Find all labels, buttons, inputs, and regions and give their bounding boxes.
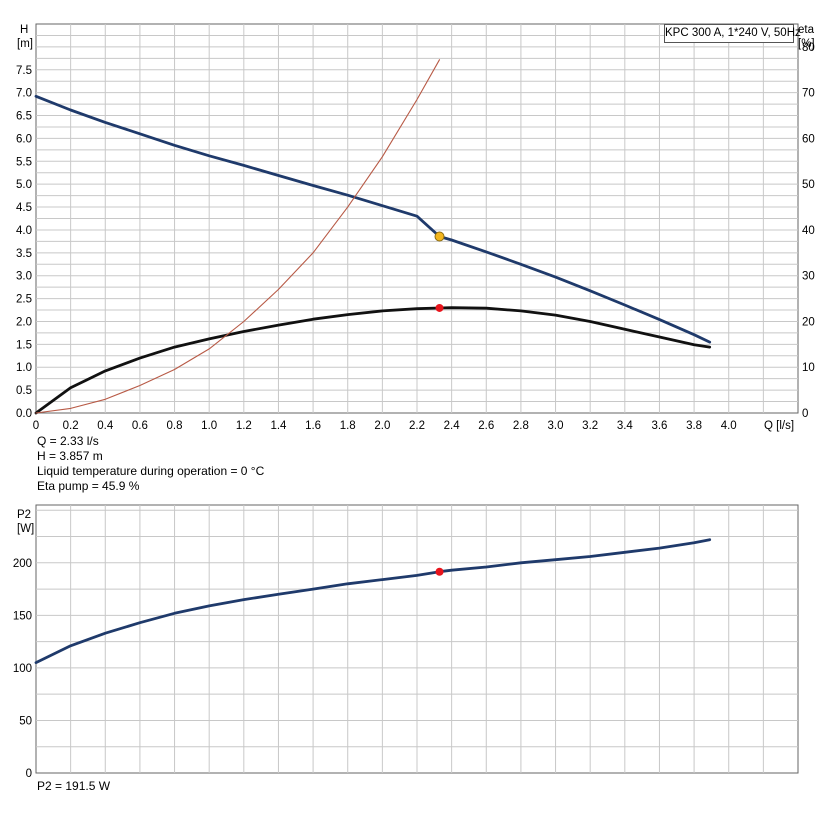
top-y2-tick-label: 10 <box>802 362 815 374</box>
top-y2-tick-label: 80 <box>802 42 815 54</box>
top-y-axis-unit: [m] <box>17 38 33 50</box>
top-y-tick-label: 0.5 <box>16 385 32 397</box>
bottom-y-axis-name: P2 <box>17 509 31 521</box>
head-curve <box>34 94 712 344</box>
top-chart-series <box>34 59 712 415</box>
top-x-tick-label: 1.8 <box>340 420 356 432</box>
top-y2-axis-unit: [%] <box>798 38 815 50</box>
pump-model-legend: KPC 300 A, 1*240 V, 50Hz <box>664 24 801 43</box>
top-x-axis-name: Q [l/s] <box>764 420 794 432</box>
top-x-tick-label: 0.2 <box>63 420 79 432</box>
top-y-tick-label: 6.5 <box>16 111 32 123</box>
bottom-y-tick-label: 50 <box>19 715 32 727</box>
bottom-chart-ticks: 0 50 100 150 200 <box>13 558 32 780</box>
bottom-y-tick-label: 150 <box>13 610 32 622</box>
liquid-temperature-readout: Liquid temperature during operation = 0 … <box>37 464 265 478</box>
top-y-tick-label: 1.5 <box>16 339 32 351</box>
top-y-tick-label: 2.0 <box>16 316 32 328</box>
top-x-tick-label: 0.6 <box>132 420 148 432</box>
bottom-chart-series <box>34 538 712 664</box>
top-x-tick-label: 2.2 <box>409 420 425 432</box>
top-x-tick-label: 2.4 <box>444 420 461 432</box>
bottom-y-tick-label: 200 <box>13 558 32 570</box>
top-y-tick-label: 7.5 <box>16 65 32 77</box>
bottom-y-axis-unit: [W] <box>17 523 34 535</box>
top-y2-tick-label: 40 <box>802 225 815 237</box>
top-y-tick-label: 4.0 <box>16 225 32 237</box>
power-operating-point <box>435 567 444 576</box>
top-x-tick-label: 4.0 <box>721 420 737 432</box>
top-x-tick-label: 3.8 <box>686 420 702 432</box>
top-y-tick-label: 4.5 <box>16 202 32 214</box>
top-chart-ticks: 0 0.2 0.4 0.6 0.8 1.0 1.2 1.4 1.6 1.8 2.0 2.2 2.4 2.6… <box>16 42 815 432</box>
top-y2-tick-label: 30 <box>802 271 815 283</box>
top-y2-axis-name: eta <box>798 24 815 36</box>
efficiency-readout: Eta pump = 45.9 % <box>37 479 140 493</box>
top-y-tick-label: 2.5 <box>16 294 32 306</box>
top-y-tick-label: 0.0 <box>16 408 32 420</box>
top-x-tick-label: 0.8 <box>167 420 183 432</box>
top-y-tick-label: 3.5 <box>16 248 32 260</box>
head-operating-point <box>434 231 445 242</box>
top-y-tick-label: 3.0 <box>16 271 32 283</box>
top-x-tick-label: 1.4 <box>270 420 287 432</box>
top-x-tick-label: 2.6 <box>478 420 494 432</box>
top-x-tick-label: 0.4 <box>97 420 114 432</box>
top-y-axis-name: H <box>20 24 28 36</box>
head-readout: H = 3.857 m <box>37 449 103 463</box>
top-y2-tick-label: 20 <box>802 316 815 328</box>
top-y2-tick-label: 0 <box>802 408 808 420</box>
power-readout: P2 = 191.5 W <box>37 779 111 793</box>
bottom-y-tick-label: 100 <box>13 663 32 675</box>
pump-curve <box>34 306 712 415</box>
top-y-tick-label: 5.5 <box>16 156 32 168</box>
top-x-tick-label: 2.0 <box>374 420 390 432</box>
top-y-tick-label: 1.0 <box>16 362 32 374</box>
top-x-tick-label: 1.0 <box>201 420 217 432</box>
top-y2-tick-label: 60 <box>802 133 815 145</box>
top-y2-tick-label: 50 <box>802 179 815 191</box>
bottom-chart-grid <box>35 504 799 774</box>
pump-operating-point <box>435 303 444 312</box>
top-y2-tick-label: 70 <box>802 88 815 100</box>
top-x-tick-label: 1.2 <box>236 420 252 432</box>
top-x-tick-label: 2.8 <box>513 420 529 432</box>
top-x-tick-label: 3.0 <box>548 420 564 432</box>
top-y-tick-label: 7.0 <box>16 88 32 100</box>
top-y-tick-label: 6.0 <box>16 133 32 145</box>
top-x-tick-label: 1.6 <box>305 420 321 432</box>
top-x-tick-label: 3.4 <box>617 420 634 432</box>
power-curve <box>34 538 712 664</box>
efficiency-curve <box>35 59 441 414</box>
top-x-tick-label: 3.6 <box>651 420 667 432</box>
bottom-y-tick-label: 0 <box>26 768 32 780</box>
top-x-tick-label: 3.2 <box>582 420 598 432</box>
top-x-tick-label: 0 <box>33 420 39 432</box>
top-y-tick-label: 5.0 <box>16 179 32 191</box>
flow-readout: Q = 2.33 l/s <box>37 434 99 448</box>
